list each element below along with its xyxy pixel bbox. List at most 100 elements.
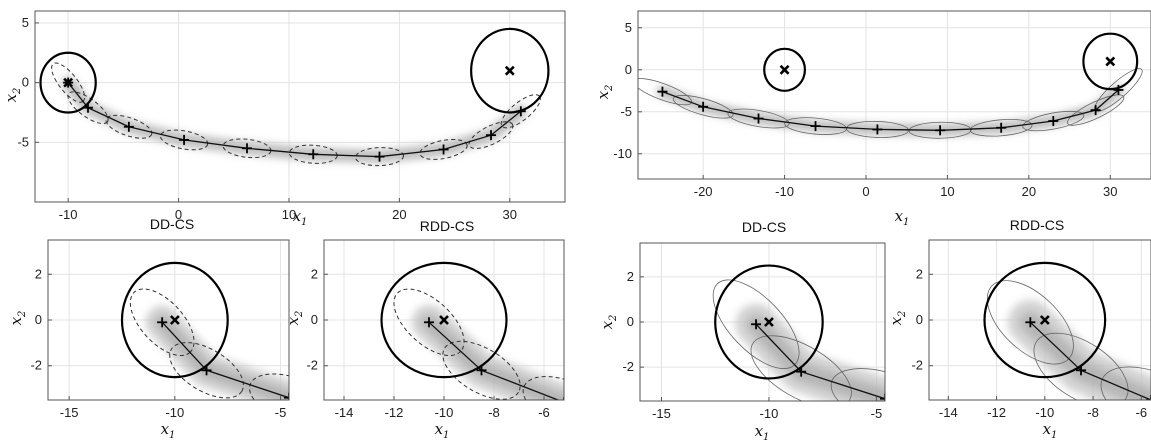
x-tick-label: -10	[165, 405, 184, 420]
x-tick-label: -10	[435, 405, 454, 420]
y-tick-label: 2	[35, 266, 42, 281]
y-axis-label: x2	[594, 85, 615, 100]
covariance-ellipse	[159, 129, 209, 151]
x-tick-label: -5	[275, 405, 287, 420]
covariance-ellipse	[750, 335, 852, 401]
y-axis-label: x2	[598, 315, 619, 330]
x-tick-label: -8	[488, 405, 500, 420]
trajectory-point	[657, 86, 668, 97]
y-tick-label: 5	[22, 15, 29, 30]
trajectory-point	[284, 392, 289, 400]
x-axis-label: x1	[435, 420, 450, 440]
x-tick-label: -10	[59, 207, 78, 222]
goal-marker	[504, 65, 515, 76]
y-tick-label: 0	[916, 312, 923, 327]
x-tick-label: -5	[871, 406, 883, 421]
covariance-ellipse	[969, 118, 1033, 137]
y-tick-label: -2	[622, 359, 634, 374]
trajectory-point	[880, 393, 885, 401]
plot-title: DD-CS	[150, 216, 194, 232]
x-tick-label: -15	[652, 406, 671, 421]
goal-region	[470, 27, 550, 114]
trajectory-point	[157, 317, 168, 328]
y-tick-label: 2	[627, 269, 634, 284]
y-tick-label: -2	[306, 358, 318, 373]
trajectory-point	[698, 101, 709, 112]
covariance-ellipse	[67, 91, 109, 125]
y-tick-label: 0	[625, 62, 632, 77]
x-tick-label: 0	[175, 207, 182, 222]
y-tick-label: 2	[311, 266, 318, 281]
plot-right-dd-cs: DD-CS x1 x2 -15 -10 -5 2 0 -2	[598, 219, 886, 440]
start-marker	[764, 317, 774, 327]
trajectory-point	[438, 144, 449, 155]
trajectory-point	[751, 319, 762, 330]
covariance-ellipse	[908, 121, 972, 139]
x-axis-label: x1	[1043, 420, 1058, 440]
x-tick-label: -14	[939, 405, 958, 420]
start-region	[120, 261, 229, 379]
x-tick-label: 10	[282, 207, 296, 222]
plot-left-rdd-cs: RDD-CS x1 x2 -14 -12 -10 -8 -6 2 0 -2	[284, 218, 565, 440]
covariance-ellipse	[468, 121, 514, 149]
trajectory-point	[486, 130, 497, 141]
goal-region	[1082, 32, 1139, 91]
y-tick-label: 5	[625, 20, 632, 35]
goal-marker	[1105, 56, 1116, 67]
start-region	[380, 261, 508, 379]
start-region	[39, 51, 97, 114]
y-tick-label: -2	[30, 358, 42, 373]
plot-content	[39, 27, 550, 167]
x-tick-label: 20	[1022, 184, 1036, 199]
start-marker	[439, 315, 449, 325]
x-tick-label: -8	[1087, 405, 1099, 420]
plot-area	[638, 11, 1151, 179]
x-tick-label: -10	[1035, 405, 1054, 420]
x-tick-label: -10	[760, 406, 779, 421]
x-axis-label: x1	[755, 422, 770, 440]
y-tick-label: 0	[22, 75, 29, 90]
x-tick-label: -6	[538, 405, 550, 420]
x-tick-label: 10	[940, 184, 954, 199]
covariance-ellipse	[672, 95, 734, 119]
covariance-ellipse	[1033, 332, 1129, 400]
mean-trajectory	[662, 89, 1119, 131]
trajectory-point	[1048, 116, 1059, 127]
trajectory-point	[753, 113, 764, 124]
plot-right-rdd-cs: RDD-CS x1 x2 -14 -12 -10 -8 -6 2 0 -2	[887, 217, 1151, 440]
plot-area	[35, 11, 565, 202]
x-tick-label: -6	[1136, 405, 1148, 420]
trajectory-point	[242, 143, 252, 154]
covariance-ellipse	[419, 139, 468, 160]
trajectory-point	[1025, 317, 1036, 328]
covariance-ellipse	[727, 108, 790, 129]
start-marker	[1039, 315, 1050, 325]
start-marker	[779, 64, 790, 75]
covariance-ellipse	[1022, 110, 1085, 132]
plot-left-dd-cs: DD-CS x1 x2 -15 -10 -5 2 0 -2	[7, 216, 290, 440]
plot-title: RDD-CS	[1010, 217, 1064, 233]
y-axis-label: x2	[887, 311, 908, 326]
plot-left-main: x1 x2 -10 0 10 20 30 5 0 -5	[2, 10, 566, 228]
plot-title: RDD-CS	[420, 218, 474, 234]
plot-content	[712, 264, 885, 401]
plot-content	[380, 261, 564, 400]
x-tick-label: 30	[1103, 184, 1117, 199]
plot-content	[638, 32, 1143, 139]
axes-frame	[637, 10, 1151, 180]
covariance-ellipse	[442, 340, 521, 400]
y-tick-label: -5	[620, 104, 632, 119]
y-tick-label: -5	[17, 134, 29, 149]
x-tick-label: -20	[694, 184, 713, 199]
start-region	[714, 264, 824, 380]
plot-title: DD-CS	[742, 219, 786, 235]
x-axis-label: x1	[161, 420, 176, 440]
covariance-ellipse	[1067, 94, 1125, 126]
x-axis-label: x1	[293, 207, 308, 228]
y-tick-label: 0	[311, 312, 318, 327]
trajectory-point	[996, 122, 1007, 133]
start-marker	[63, 77, 74, 88]
trajectory-point	[1113, 84, 1124, 95]
y-tick-label: 0	[627, 314, 634, 329]
x-tick-label: -14	[335, 405, 354, 420]
